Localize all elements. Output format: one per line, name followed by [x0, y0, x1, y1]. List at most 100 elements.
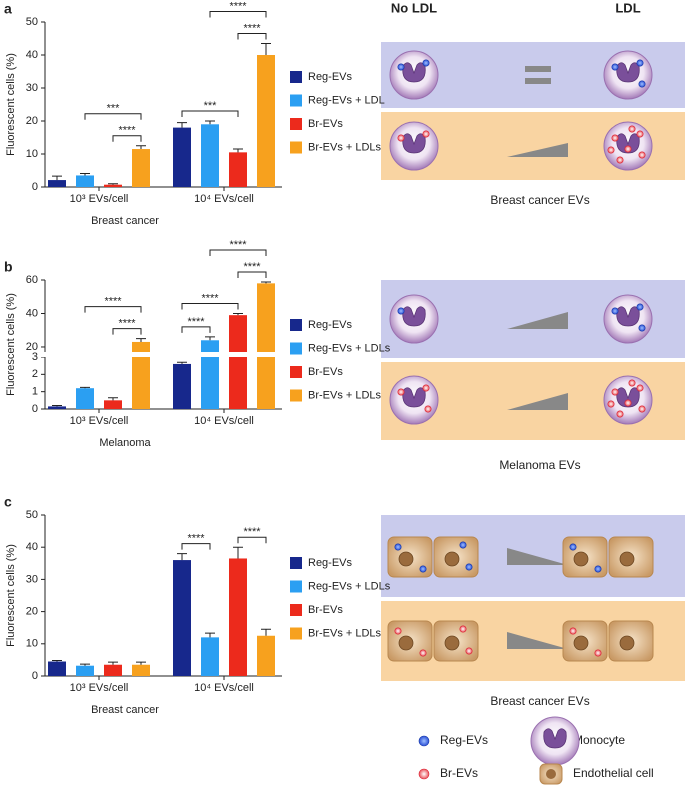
significance-label: **** [229, 0, 247, 12]
significance-bracket [181, 326, 211, 333]
significance-label: **** [104, 296, 122, 308]
error-bar [80, 663, 90, 666]
br-ev [397, 388, 405, 396]
reg-ev [397, 63, 405, 71]
br-ev [594, 649, 602, 657]
x-tick-label: 10⁴ EVs/cell [194, 682, 254, 694]
error-bar [52, 405, 62, 407]
equals-sign [525, 66, 551, 72]
br-ev [424, 405, 432, 413]
br-ev [638, 151, 646, 159]
bar [229, 558, 247, 676]
br-ev [397, 134, 405, 142]
error-bar [261, 628, 271, 636]
bar [173, 127, 191, 187]
reg-ev [459, 541, 467, 549]
error-bar [233, 312, 243, 316]
cell-nucleus [573, 635, 589, 651]
error-bar [261, 42, 271, 55]
legend-label: Reg-EVs + LDLs [308, 342, 391, 354]
legend-label: Reg-EVs + LDL [308, 94, 385, 106]
br-ev [607, 400, 615, 408]
br-ev [628, 379, 636, 387]
br-ev [616, 410, 624, 418]
nucleus [616, 62, 640, 83]
legend-label: Reg-EVs [308, 319, 353, 331]
bar [104, 400, 122, 409]
error-bar [80, 386, 90, 389]
significance-label: **** [187, 316, 205, 328]
significance-bracket [181, 110, 239, 117]
legend-label: Reg-EVs + LDLs [308, 580, 391, 592]
legend-swatch [290, 94, 302, 107]
br-ev [422, 384, 430, 392]
significance-bracket [237, 536, 267, 544]
legend-swatch [290, 342, 302, 355]
y-tick-label: 3 [32, 351, 38, 363]
nucleus [616, 133, 640, 154]
significance-label: **** [243, 22, 261, 34]
panel-label: a [4, 1, 12, 17]
br-ev [422, 130, 430, 138]
bar [48, 406, 66, 409]
significance-label: **** [187, 533, 205, 545]
x-axis-title: Breast cancer [91, 704, 159, 716]
bar [104, 664, 122, 676]
bar [229, 152, 247, 187]
significance-label: **** [118, 125, 136, 137]
br-ev [611, 388, 619, 396]
significance-bracket [237, 271, 267, 279]
cell-nucleus [619, 635, 635, 651]
bar [76, 388, 94, 409]
significance-bracket [181, 302, 239, 310]
br-ev [616, 156, 624, 164]
y-tick-label: 10 [26, 148, 38, 160]
br-ev [611, 134, 619, 142]
ramp [507, 393, 568, 410]
bar [257, 635, 275, 676]
y-axis-title: Fluorescent cells (%) [5, 293, 17, 396]
br-ev [624, 145, 632, 153]
y-tick-label: 40 [26, 49, 38, 61]
legend-swatch [290, 389, 302, 402]
reg-ev [594, 565, 602, 573]
bar [132, 341, 150, 409]
nucleus [616, 306, 640, 327]
ramp [507, 312, 568, 329]
key-icon [418, 735, 430, 747]
legend-swatch [290, 604, 302, 616]
y-tick-label: 0 [32, 670, 38, 682]
equals-sign [525, 78, 551, 84]
br-ev [459, 625, 467, 633]
legend-swatch [290, 118, 302, 130]
br-ev [394, 627, 402, 635]
bar [257, 283, 275, 409]
reg-ev [465, 563, 473, 571]
reg-ev [611, 63, 619, 71]
legend-swatch [290, 580, 302, 593]
x-tick-label: 10⁴ EVs/cell [194, 193, 254, 205]
significance-label: **** [229, 239, 247, 251]
error-bar [108, 661, 118, 665]
reg-ev [569, 543, 577, 551]
x-axis-title: Breast cancer [91, 215, 159, 227]
x-tick-label: 10³ EVs/cell [70, 415, 129, 427]
error-bar [136, 661, 146, 665]
key-label: Monocyte [573, 733, 625, 747]
y-tick-label: 0 [32, 403, 38, 415]
nucleus [402, 306, 426, 327]
bar [201, 124, 219, 187]
legend-swatch [290, 366, 302, 378]
significance-label: *** [204, 100, 218, 112]
bar [48, 661, 66, 676]
reg-ev [394, 543, 402, 551]
error-bar [261, 281, 271, 284]
error-bar [136, 145, 146, 150]
legend-swatch [290, 319, 302, 331]
significance-bracket [209, 10, 267, 18]
column-header: No LDL [391, 0, 437, 15]
error-bar [233, 148, 243, 153]
error-bar [108, 397, 118, 401]
error-bar [205, 336, 215, 341]
